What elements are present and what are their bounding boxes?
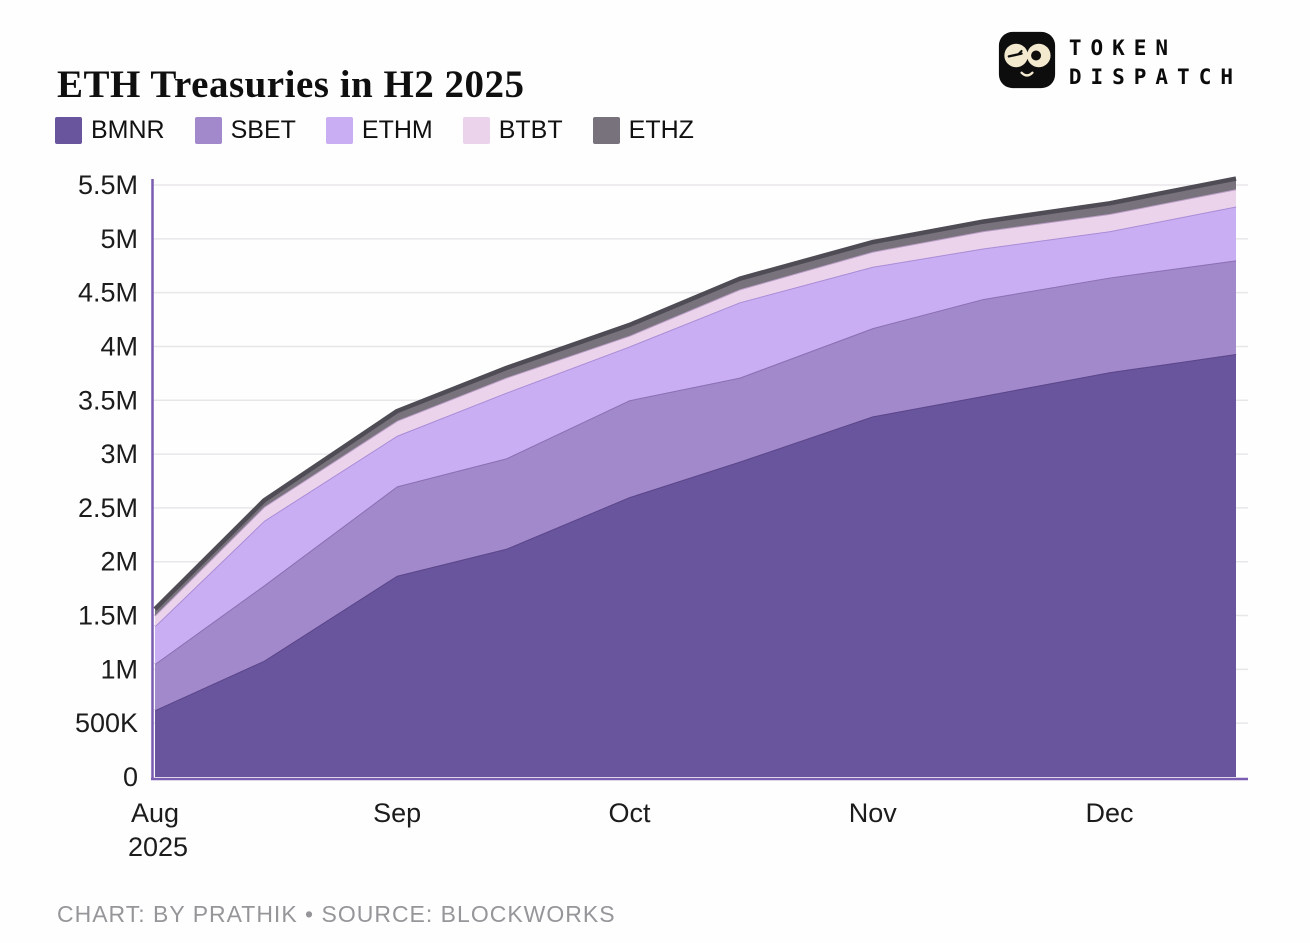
area-sbet xyxy=(155,260,1236,711)
y-tick-label: 3.5M xyxy=(78,385,138,415)
chart-title: ETH Treasuries in H2 2025 xyxy=(57,63,525,107)
y-tick-label: 500K xyxy=(75,708,138,738)
x-tick-label: Aug xyxy=(131,798,179,828)
y-tick-label: 2.5M xyxy=(78,493,138,523)
area-ethm xyxy=(155,206,1236,664)
y-tick-label: 1.5M xyxy=(78,601,138,631)
legend-label: BMNR xyxy=(91,116,165,144)
legend-label: SBET xyxy=(230,116,296,144)
logo-line-token: TOKEN xyxy=(1068,35,1178,60)
chart-legend: BMNR SBET ETHM BTBT ETHZ xyxy=(55,116,694,145)
legend-swatch-icon xyxy=(592,117,620,144)
legend-swatch-icon xyxy=(55,117,82,144)
area-bmnr xyxy=(155,353,1236,777)
legend-item-btbt: BTBT xyxy=(462,116,563,145)
y-tick-label: 4.5M xyxy=(78,278,138,308)
x-tick-label: Oct xyxy=(609,798,652,828)
logo-line-dispatch: DISPATCH xyxy=(1068,64,1242,89)
x-tick-label: Nov xyxy=(849,798,898,828)
token-dispatch-wordmark: TOKEN DISPATCH xyxy=(1069,34,1242,92)
legend-item-sbet: SBET xyxy=(194,116,296,145)
token-dispatch-mascot-icon xyxy=(998,31,1056,94)
edge-ethz xyxy=(153,176,1237,611)
token-dispatch-logo: TOKEN DISPATCH xyxy=(998,31,1242,94)
x-tick-label: Sep xyxy=(373,798,421,828)
chart-credit: CHART: BY PRATHIK • SOURCE: BLOCKWORKS xyxy=(57,901,616,927)
legend-item-ethz: ETHZ xyxy=(592,116,694,145)
y-tick-label: 3M xyxy=(100,439,138,469)
legend-label: ETHZ xyxy=(628,116,694,144)
y-tick-label: 5.5M xyxy=(78,170,138,200)
legend-swatch-icon xyxy=(194,117,222,144)
legend-swatch-icon xyxy=(462,117,490,144)
legend-item-ethm: ETHM xyxy=(325,116,433,145)
legend-item-bmnr: BMNR xyxy=(55,116,165,145)
x-tick-label: Dec xyxy=(1086,798,1134,828)
legend-label: BTBT xyxy=(498,116,563,144)
y-tick-label: 5M xyxy=(100,224,138,254)
y-tick-label: 4M xyxy=(100,331,138,361)
x-tick-sublabel: 2025 xyxy=(128,832,188,862)
legend-swatch-icon xyxy=(325,117,353,144)
y-tick-label: 0 xyxy=(123,762,138,792)
legend-label: ETHM xyxy=(361,116,433,144)
y-tick-label: 1M xyxy=(100,654,138,684)
y-tick-label: 2M xyxy=(100,547,138,577)
